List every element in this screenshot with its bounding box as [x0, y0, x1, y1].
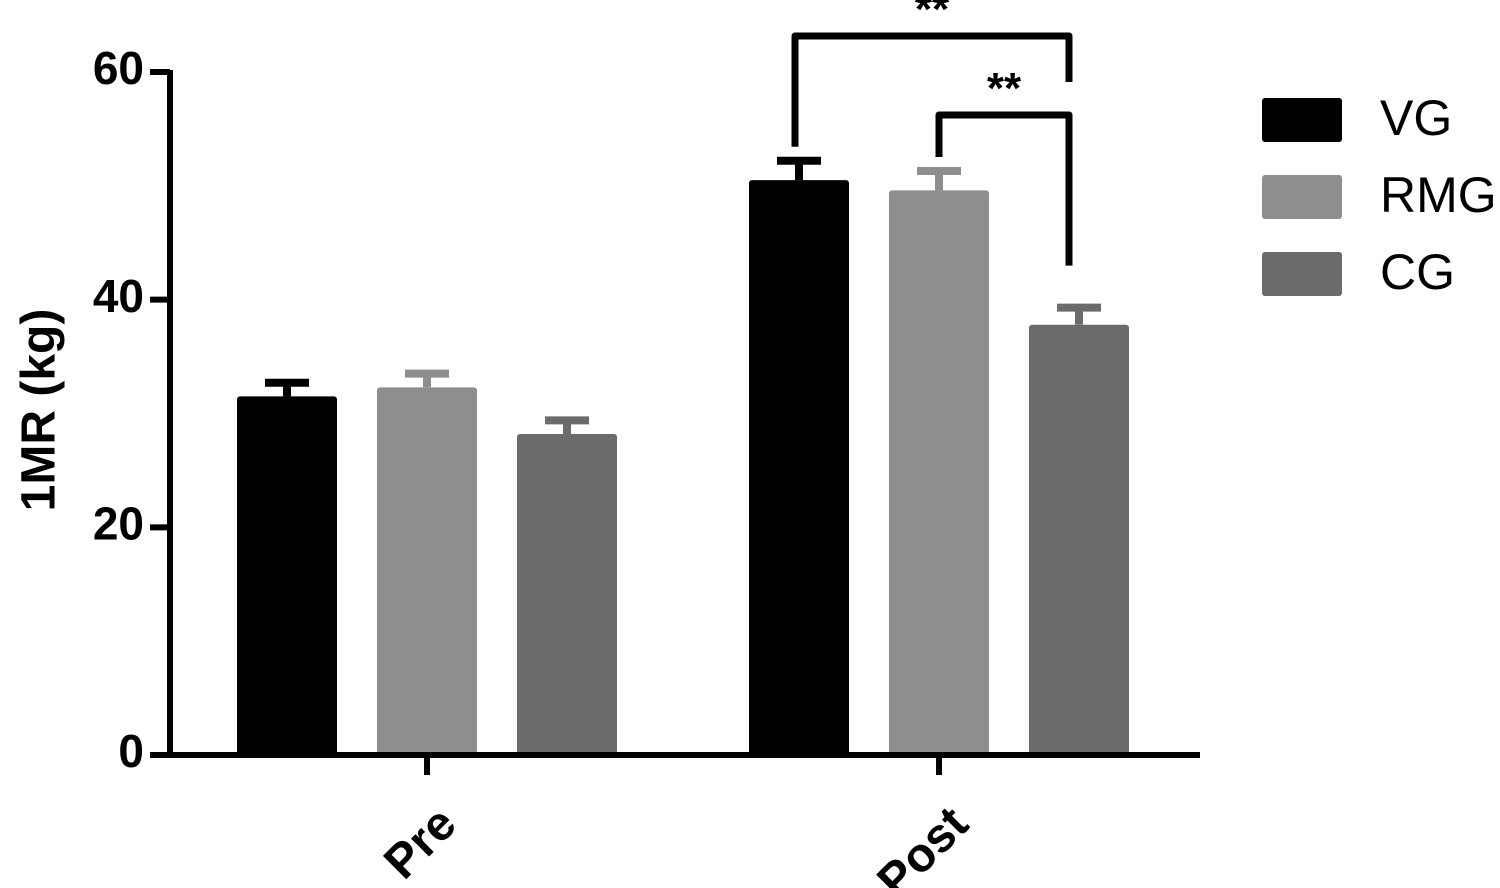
error-bars-layer: [265, 156, 1101, 434]
y-axis-title-group: 1MR (kg): [13, 309, 66, 512]
legend-swatch-cg: [1262, 252, 1342, 296]
y-axis-title: 1MR (kg): [13, 309, 66, 512]
legend-swatch-vg: [1262, 98, 1342, 142]
bar-rmg-pre: [377, 387, 477, 755]
significance-label-1: **: [915, 0, 950, 34]
significance-bracket-1: [791, 32, 1073, 147]
legend: VG RMG CG: [1262, 90, 1497, 300]
bar-cg-post: [1029, 324, 1129, 755]
x-tick-label-group-post: Post: [868, 797, 979, 888]
bar-rmg-post: [889, 190, 989, 756]
x-tick-label-post: Post: [868, 797, 979, 888]
legend-label-rmg: RMG: [1380, 167, 1497, 223]
y-tick-label-0: 0: [118, 725, 144, 777]
y-tick-label-20: 20: [93, 497, 144, 549]
y-tick-label-40: 40: [93, 270, 144, 322]
x-tick-label-group-pre: Pre: [374, 797, 466, 888]
x-tick-label-pre: Pre: [374, 797, 466, 888]
y-tick-label-60: 60: [93, 42, 144, 94]
bar-vg-pre: [237, 396, 337, 755]
bar-vg-post: [749, 180, 849, 755]
bars-layer: [237, 180, 1129, 756]
legend-label-cg: CG: [1380, 244, 1455, 300]
significance-label-2: **: [987, 64, 1022, 113]
significance-layer: ** **: [791, 0, 1073, 266]
significance-bracket-2: [935, 111, 1073, 266]
bar-cg-pre: [517, 433, 617, 755]
legend-swatch-rmg: [1262, 175, 1342, 219]
legend-label-vg: VG: [1380, 90, 1452, 146]
